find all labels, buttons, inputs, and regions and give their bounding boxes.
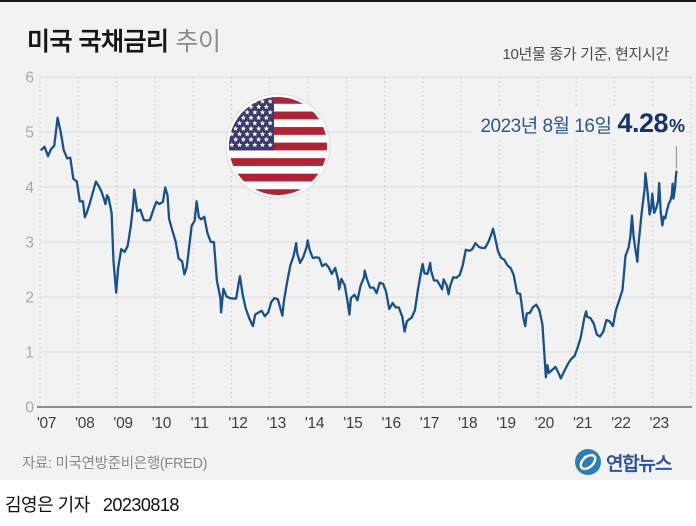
y-tick-label: 6: [25, 70, 34, 87]
title-sub: 추이: [175, 28, 221, 56]
credit-line: 김영은 기자 20230818: [5, 491, 179, 517]
y-tick-label: 5: [25, 125, 34, 142]
x-tick-label: '09: [113, 415, 132, 432]
y-tick-label: 4: [25, 180, 34, 197]
credit-reporter: 김영은 기자: [5, 495, 90, 515]
latest-value-annotation: 2023년 8월 16일 4.28 %: [472, 108, 685, 139]
x-tick-label: '18: [458, 415, 477, 432]
x-tick-label: '15: [343, 415, 362, 432]
annotation-value: 4.28: [617, 108, 668, 138]
x-tick-label: '14: [305, 415, 325, 432]
title-main: 미국 국채금리: [27, 28, 169, 56]
yield-line-series: [40, 116, 678, 380]
annotation-unit: %: [668, 116, 685, 136]
flag-stars: [229, 98, 273, 148]
x-tick-label: '19: [496, 415, 515, 432]
x-tick-label: '12: [228, 415, 247, 432]
x-tick-label: '11: [191, 415, 209, 432]
us-flag-icon: [225, 93, 331, 199]
yonhap-logo-icon: [575, 449, 601, 475]
y-tick-label: 1: [25, 345, 34, 362]
x-tick-label: '13: [267, 415, 286, 432]
yonhap-logo-text: 연합뉴스: [606, 453, 672, 475]
x-tick-label: '07: [37, 415, 56, 432]
x-tick-label: '22: [611, 415, 630, 432]
x-tick-label: '16: [381, 415, 400, 432]
x-tick-label: '17: [420, 415, 439, 432]
bond-yield-line-chart: 0 1 2 3 4 5 6 '07 '08 '09 '10 '11 '12 '13 '14 '15 '16 '17…: [25, 70, 692, 432]
y-tick-label: 2: [25, 290, 34, 307]
x-tick-label: '21: [573, 415, 592, 432]
page-title: 미국 국채금리 추이: [27, 22, 221, 58]
y-tick-label: 0: [25, 400, 34, 417]
yonhap-logo: 연합뉴스: [574, 448, 672, 476]
x-tick-label: '10: [152, 415, 172, 432]
credit-date: 20230818: [102, 495, 180, 515]
footer-strip: [0, 480, 696, 526]
y-tick-label: 3: [25, 235, 34, 252]
chart-subtitle: 10년물 종가 기준, 현지시간: [502, 46, 669, 63]
source-note: 자료: 미국연방준비은행(FRED): [22, 456, 208, 472]
x-tick-label: '23: [650, 415, 669, 432]
x-tick-label: '08: [75, 415, 94, 432]
annotation-date: 2023년 8월 16일: [480, 116, 612, 137]
x-tick-label: '20: [535, 415, 555, 432]
